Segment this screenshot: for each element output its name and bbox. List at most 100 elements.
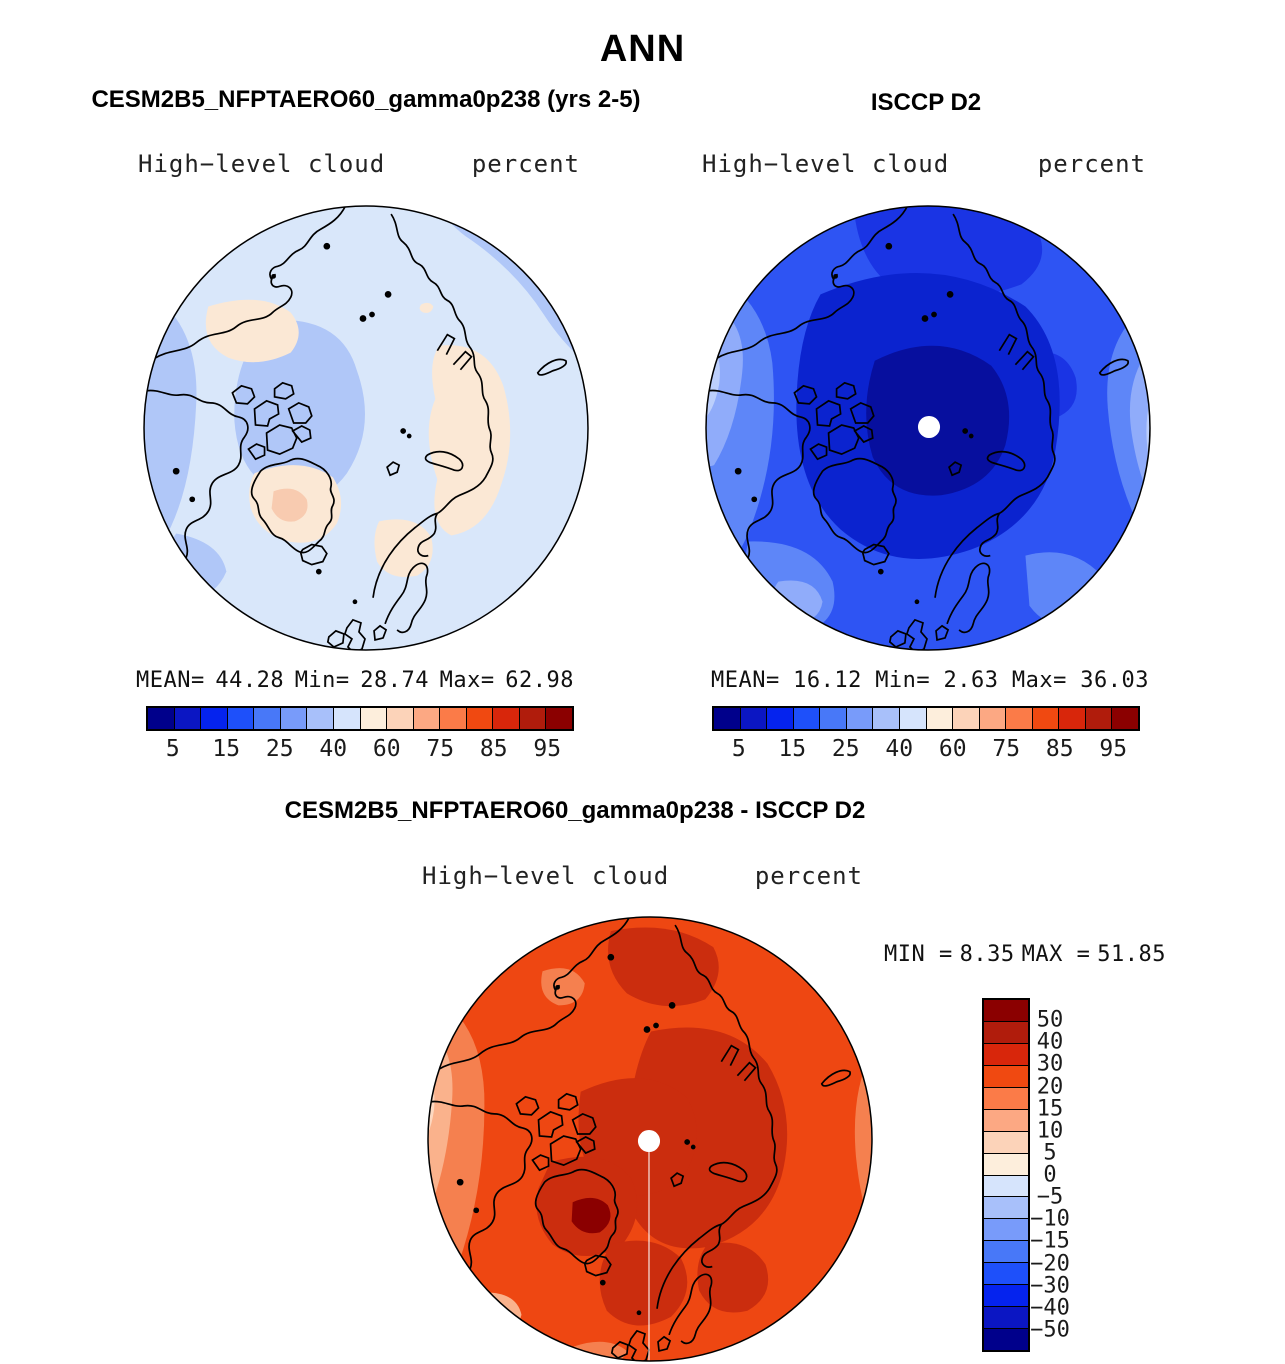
figure-title: ANN — [599, 28, 686, 70]
model-colorbar — [146, 706, 574, 731]
colorbar-tick-label: 25 — [831, 736, 860, 762]
model-map-outline — [143, 205, 589, 651]
colorbar-cell — [546, 708, 572, 729]
colorbar-tick-label: 5 — [165, 736, 180, 762]
obs-colorbar — [712, 706, 1140, 731]
colorbar-cell — [984, 1263, 1028, 1286]
obs-stats: MEAN= 16.12 Min= 2.63 Max= 36.03 — [711, 668, 1149, 693]
colorbar-cell — [984, 1153, 1028, 1176]
colorbar-cell — [953, 708, 980, 729]
colorbar-cell — [1032, 708, 1060, 729]
colorbar-cell — [820, 708, 847, 729]
colorbar-cell — [984, 1087, 1028, 1110]
colorbar-tick-label: 60 — [938, 736, 967, 762]
colorbar-cell — [333, 708, 361, 729]
model-mean-value: 44.28 — [215, 668, 285, 693]
model-max-value: 62.98 — [505, 668, 574, 693]
obs-max-label: Max= — [1011, 668, 1067, 693]
model-min-value: 28.74 — [360, 668, 430, 693]
colorbar-cell — [387, 708, 414, 729]
colorbar-tick-label: 10 — [1036, 1118, 1064, 1144]
colorbar-tick-label: 75 — [992, 736, 1021, 762]
colorbar-cell — [413, 708, 441, 729]
colorbar-cell — [1006, 708, 1033, 729]
diff-map-outline — [427, 916, 873, 1362]
colorbar-tick-label: 25 — [265, 736, 294, 762]
colorbar-tick-label: 85 — [1045, 736, 1074, 762]
colorbar-cell — [984, 1000, 1028, 1022]
colorbar-cell — [984, 1197, 1028, 1220]
diff-max-label: MAX = — [1021, 942, 1091, 967]
colorbar-tick-label: −15 — [1030, 1228, 1070, 1254]
colorbar-tick-label: 85 — [479, 736, 508, 762]
diff-units-label: percent — [754, 862, 863, 890]
colorbar-cell — [1112, 708, 1138, 729]
obs-min-value: 2.63 — [943, 668, 999, 693]
model-map — [143, 205, 589, 651]
colorbar-cell — [984, 1241, 1028, 1264]
diff-meridian-line — [648, 1152, 650, 1361]
diff-min-value: 8.35 — [959, 942, 1015, 967]
colorbar-cell — [984, 1285, 1028, 1308]
colorbar-cell — [280, 708, 308, 729]
obs-map — [705, 205, 1151, 651]
colorbar-cell — [984, 1131, 1028, 1154]
colorbar-cell — [793, 708, 821, 729]
colorbar-cell — [740, 708, 768, 729]
colorbar-cell — [984, 1329, 1028, 1350]
obs-field-label: High−level cloud — [702, 150, 950, 178]
colorbar-tick-label: −30 — [1030, 1273, 1070, 1299]
colorbar-tick-label: 5 — [731, 736, 746, 762]
colorbar-cell — [360, 708, 388, 729]
colorbar-cell — [174, 708, 202, 729]
diff-colorbar-ticks: 50 40 30 20 15 10 5 0 −5 −10 −15 −20 −30 −40 −50 — [1012, 998, 1088, 1352]
model-colorbar-ticks: 5 15 25 40 60 75 85 95 — [146, 736, 574, 766]
model-stats: MEAN= 44.28 Min= 28.74 Max= 62.98 — [136, 668, 574, 693]
colorbar-tick-label: 40 — [319, 736, 348, 762]
colorbar-cell — [148, 708, 175, 729]
model-min-label: Min= — [294, 668, 350, 693]
colorbar-cell — [201, 708, 228, 729]
colorbar-cell — [1085, 708, 1113, 729]
colorbar-tick-label: −40 — [1030, 1295, 1070, 1321]
colorbar-tick-label: 15 — [1036, 1096, 1064, 1122]
colorbar-tick-label: 50 — [1036, 1007, 1064, 1033]
colorbar-cell — [767, 708, 794, 729]
colorbar-cell — [984, 1109, 1028, 1132]
diff-pole-dot — [637, 1129, 661, 1153]
obs-map-outline — [705, 205, 1151, 651]
colorbar-tick-label: 30 — [1036, 1051, 1064, 1077]
obs-min-label: Min= — [875, 668, 931, 693]
colorbar-cell — [1059, 708, 1086, 729]
colorbar-cell — [984, 1307, 1028, 1330]
colorbar-cell — [984, 1065, 1028, 1088]
colorbar-cell — [440, 708, 467, 729]
obs-colorbar-ticks: 5 15 25 40 60 75 85 95 — [712, 736, 1140, 766]
obs-mean-label: MEAN= — [711, 668, 780, 693]
diff-field-row: High−level cloud percent — [422, 862, 863, 890]
colorbar-cell — [984, 1021, 1028, 1044]
colorbar-cell — [984, 1175, 1028, 1198]
colorbar-cell — [984, 1219, 1028, 1242]
diff-field-label: High−level cloud — [422, 862, 670, 890]
colorbar-tick-label: 15 — [778, 736, 807, 762]
diff-stats: MIN = 8.35 MAX = 51.85 — [884, 942, 1166, 967]
colorbar-cell — [227, 708, 255, 729]
colorbar-tick-label: 95 — [533, 736, 562, 762]
colorbar-cell — [307, 708, 334, 729]
colorbar-cell — [899, 708, 927, 729]
colorbar-tick-label: 20 — [1036, 1074, 1064, 1099]
colorbar-tick-label: 0 — [1043, 1162, 1057, 1188]
colorbar-cell — [984, 1043, 1028, 1066]
colorbar-tick-label: −5 — [1036, 1184, 1064, 1210]
colorbar-cell — [714, 708, 741, 729]
colorbar-tick-label: 95 — [1099, 736, 1128, 762]
colorbar-tick-label: 75 — [426, 736, 455, 762]
obs-max-value: 36.03 — [1080, 668, 1149, 693]
colorbar-tick-label: 40 — [1036, 1029, 1064, 1055]
obs-units-label: percent — [1037, 150, 1146, 178]
model-field-label: High−level cloud — [138, 150, 386, 178]
colorbar-tick-label: 15 — [212, 736, 241, 762]
colorbar-cell — [979, 708, 1007, 729]
